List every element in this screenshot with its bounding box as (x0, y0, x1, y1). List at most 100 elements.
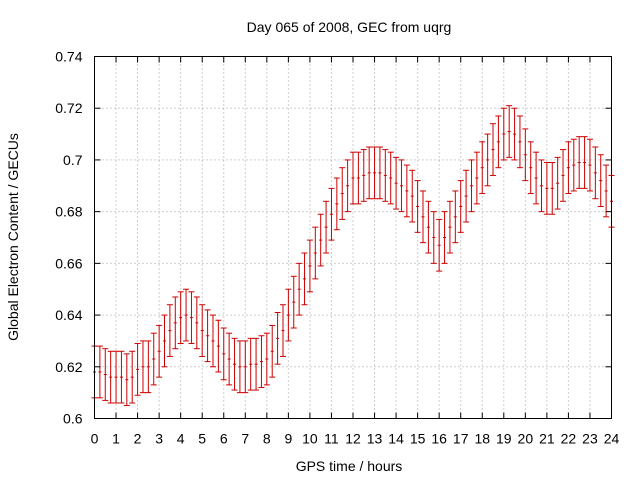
error-bar (382, 149, 389, 202)
y-tick-label: 0.64 (55, 307, 82, 323)
y-tick-label: 0.72 (55, 100, 82, 116)
error-bar (398, 159, 405, 213)
y-tick-label: 0.74 (55, 49, 82, 65)
chart-title: Day 065 of 2008, GEC from uqrg (247, 19, 452, 35)
x-tick-label: 13 (367, 431, 383, 447)
error-bar (500, 107, 507, 161)
x-tick-label: 6 (220, 431, 228, 447)
error-bar (581, 136, 588, 189)
error-bar (328, 187, 335, 241)
x-tick-label: 24 (604, 431, 620, 447)
error-bar (279, 304, 286, 357)
x-tick-label: 8 (263, 431, 271, 447)
error-bar (376, 146, 383, 200)
x-tick-label: 4 (177, 431, 185, 447)
x-tick-label: 20 (518, 431, 534, 447)
error-bar (430, 211, 437, 264)
y-tick-label: 0.66 (55, 255, 82, 271)
error-bar (527, 141, 534, 195)
error-bar (457, 180, 464, 233)
error-bar (506, 105, 513, 158)
error-bar (576, 136, 583, 189)
y-tick-label: 0.62 (55, 359, 82, 375)
x-tick-label: 23 (582, 431, 598, 447)
error-bar (549, 162, 556, 215)
error-bar (468, 159, 475, 213)
y-tick-label: 0.6 (63, 411, 83, 427)
error-bar (393, 156, 400, 210)
x-tick-label: 16 (431, 431, 447, 447)
x-tick-label: 10 (302, 431, 318, 447)
error-bar (290, 275, 297, 329)
error-bar (366, 146, 373, 200)
x-tick-label: 12 (345, 431, 361, 447)
error-bar (317, 213, 324, 267)
error-bar (403, 164, 410, 218)
x-tick-label: 18 (474, 431, 490, 447)
error-bar (199, 304, 206, 357)
error-bar (495, 115, 502, 169)
error-bar (554, 156, 561, 210)
error-bar (113, 350, 120, 404)
error-bar (522, 128, 529, 182)
x-tick-label: 5 (198, 431, 206, 447)
error-bar (156, 324, 163, 378)
error-bar (215, 319, 222, 373)
error-bar (543, 162, 550, 215)
error-bar (387, 151, 394, 205)
error-bar (102, 348, 109, 401)
error-bar (301, 252, 308, 306)
error-bar (597, 154, 604, 207)
x-tick-label: 21 (539, 431, 555, 447)
error-bar (452, 190, 459, 244)
error-bar (560, 149, 567, 202)
error-bar (226, 332, 233, 386)
grid (94, 56, 612, 419)
error-bar (129, 350, 136, 404)
error-bar (333, 177, 340, 231)
error-bar (118, 350, 125, 404)
error-bar (193, 296, 200, 350)
error-bar (220, 327, 227, 381)
error-bar (511, 107, 518, 161)
error-bar (177, 291, 184, 345)
error-bar (473, 151, 480, 205)
error-bar (446, 200, 453, 254)
error-bar (409, 169, 416, 223)
x-tick-label: 3 (155, 431, 163, 447)
error-bar (371, 146, 378, 200)
y-tick-label: 0.7 (63, 152, 83, 168)
error-bar (161, 314, 168, 368)
error-bar (339, 167, 346, 220)
series-gec (91, 105, 615, 407)
error-bar (592, 146, 599, 200)
error-bar (603, 164, 610, 218)
error-bar (436, 218, 443, 272)
error-bar (183, 288, 190, 342)
error-bar (516, 115, 523, 169)
y-tick-label: 0.68 (55, 204, 82, 220)
error-bar (484, 133, 491, 187)
error-bar (533, 151, 540, 205)
error-bar (344, 159, 351, 213)
error-bar (312, 226, 319, 280)
error-bar (204, 309, 211, 363)
error-bar (565, 141, 572, 195)
error-bar (123, 353, 130, 407)
x-tick-label: 1 (112, 431, 120, 447)
error-bar (355, 151, 362, 205)
y-axis-label: Global Electron Content / GECUs (5, 133, 21, 341)
error-bar (231, 337, 238, 391)
error-bar (323, 200, 330, 254)
error-bar (441, 211, 448, 264)
error-bar (269, 324, 276, 378)
error-bar (350, 151, 356, 205)
error-bar (586, 138, 593, 192)
x-tick-label: 2 (134, 431, 142, 447)
error-bar (166, 304, 173, 357)
x-axis-label: GPS time / hours (296, 458, 403, 474)
error-bar (285, 288, 292, 342)
error-bar (209, 314, 216, 368)
x-tick-label: 19 (496, 431, 512, 447)
